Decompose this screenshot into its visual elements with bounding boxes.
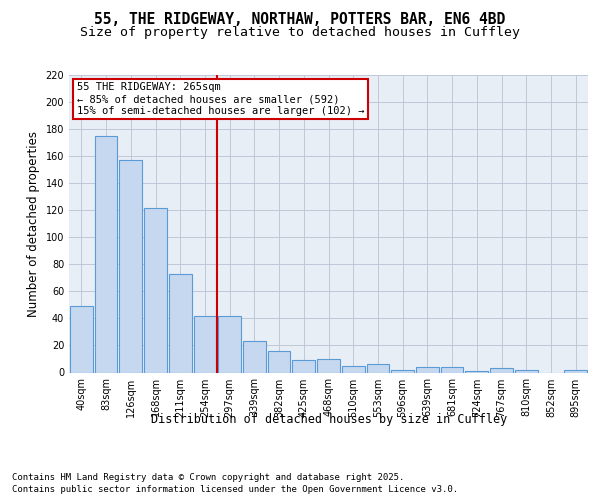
Bar xyxy=(268,351,290,372)
Bar xyxy=(144,208,167,372)
Bar xyxy=(490,368,513,372)
Bar xyxy=(466,371,488,372)
Y-axis label: Number of detached properties: Number of detached properties xyxy=(27,130,40,317)
Bar xyxy=(292,360,315,372)
Bar xyxy=(70,306,93,372)
Text: 55 THE RIDGEWAY: 265sqm
← 85% of detached houses are smaller (592)
15% of semi-d: 55 THE RIDGEWAY: 265sqm ← 85% of detache… xyxy=(77,82,364,116)
Bar xyxy=(194,316,216,372)
Bar xyxy=(317,359,340,372)
Text: Contains public sector information licensed under the Open Government Licence v3: Contains public sector information licen… xyxy=(12,485,458,494)
Bar xyxy=(95,136,118,372)
Bar xyxy=(367,364,389,372)
Bar xyxy=(169,274,191,372)
Text: Distribution of detached houses by size in Cuffley: Distribution of detached houses by size … xyxy=(151,412,507,426)
Bar xyxy=(218,316,241,372)
Bar xyxy=(119,160,142,372)
Bar xyxy=(243,342,266,372)
Bar xyxy=(342,366,365,372)
Bar xyxy=(416,367,439,372)
Bar xyxy=(391,370,414,372)
Bar xyxy=(515,370,538,372)
Bar xyxy=(441,367,463,372)
Text: Contains HM Land Registry data © Crown copyright and database right 2025.: Contains HM Land Registry data © Crown c… xyxy=(12,472,404,482)
Bar xyxy=(564,370,587,372)
Text: Size of property relative to detached houses in Cuffley: Size of property relative to detached ho… xyxy=(80,26,520,39)
Text: 55, THE RIDGEWAY, NORTHAW, POTTERS BAR, EN6 4BD: 55, THE RIDGEWAY, NORTHAW, POTTERS BAR, … xyxy=(94,12,506,28)
